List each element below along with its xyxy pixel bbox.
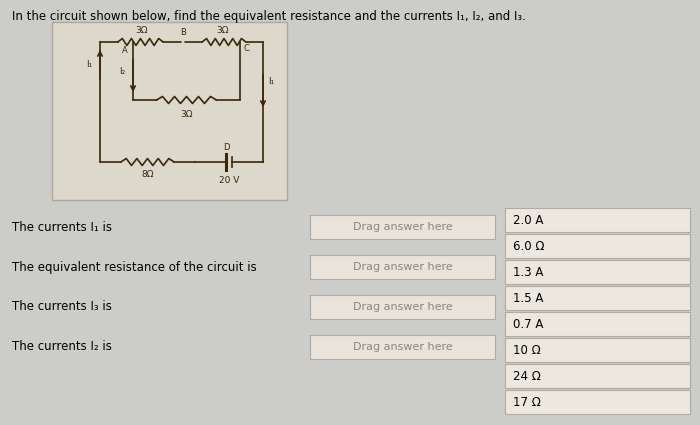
Text: In the circuit shown below, find the equivalent resistance and the currents I₁, : In the circuit shown below, find the equ… — [12, 10, 526, 23]
Bar — [505, 208, 690, 232]
Text: 3Ω: 3Ω — [181, 110, 192, 119]
Text: 17 Ω: 17 Ω — [513, 396, 541, 408]
Bar — [505, 364, 690, 388]
Bar — [505, 234, 690, 258]
Text: Drag answer here: Drag answer here — [353, 302, 452, 312]
Text: B: B — [180, 28, 186, 37]
Text: I₁: I₁ — [268, 76, 274, 85]
Text: The currents I₂ is: The currents I₂ is — [12, 340, 112, 354]
Text: 6.0 Ω: 6.0 Ω — [513, 240, 545, 252]
Text: 1.3 A: 1.3 A — [513, 266, 543, 278]
Bar — [310, 255, 495, 279]
Text: 0.7 A: 0.7 A — [513, 317, 543, 331]
Bar — [505, 312, 690, 336]
Text: 24 Ω: 24 Ω — [513, 369, 541, 382]
Bar — [505, 338, 690, 362]
Bar — [52, 22, 287, 200]
Bar — [505, 286, 690, 310]
Bar — [505, 260, 690, 284]
Text: I₁: I₁ — [85, 60, 92, 68]
Text: Drag answer here: Drag answer here — [353, 342, 452, 352]
Text: I₂: I₂ — [119, 66, 125, 76]
Text: 20 V: 20 V — [219, 176, 239, 185]
Bar — [310, 335, 495, 359]
Text: 3Ω: 3Ω — [217, 26, 230, 35]
Bar — [310, 295, 495, 319]
Text: The equivalent resistance of the circuit is: The equivalent resistance of the circuit… — [12, 261, 257, 274]
Text: Drag answer here: Drag answer here — [353, 262, 452, 272]
Bar — [505, 390, 690, 414]
Text: 3Ω: 3Ω — [135, 26, 148, 35]
Bar — [310, 215, 495, 239]
Text: The currents I₁ is: The currents I₁ is — [12, 221, 112, 233]
Text: The currents I₃ is: The currents I₃ is — [12, 300, 112, 314]
Text: C: C — [243, 44, 249, 53]
Text: A: A — [122, 45, 128, 54]
Text: 8Ω: 8Ω — [141, 170, 154, 179]
Text: 2.0 A: 2.0 A — [513, 213, 543, 227]
Text: D: D — [223, 143, 230, 152]
Text: 10 Ω: 10 Ω — [513, 343, 540, 357]
Text: 1.5 A: 1.5 A — [513, 292, 543, 304]
Text: Drag answer here: Drag answer here — [353, 222, 452, 232]
